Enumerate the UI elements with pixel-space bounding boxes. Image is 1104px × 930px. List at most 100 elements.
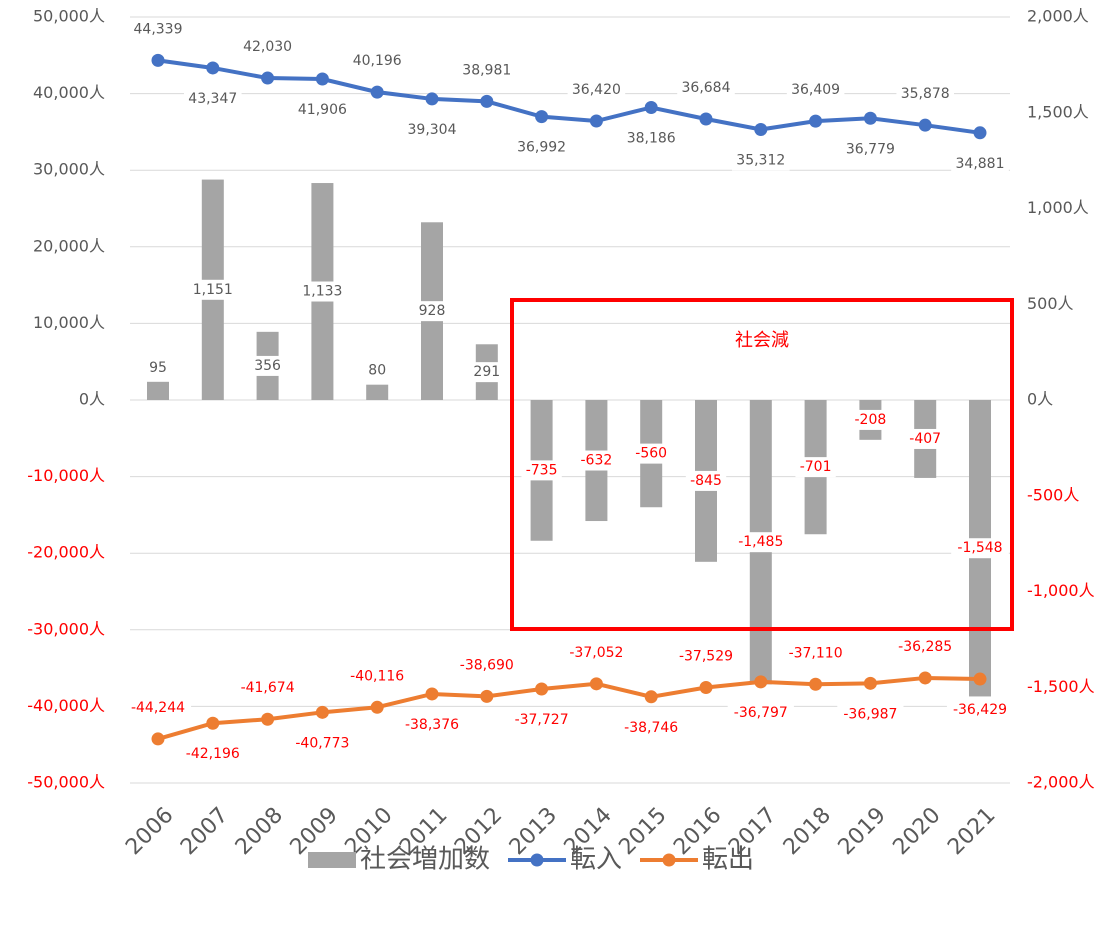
point <box>973 672 987 686</box>
data-label: -36,797 <box>727 702 794 723</box>
x-tick-label: 2013 <box>505 803 562 860</box>
data-label-bg <box>841 139 900 160</box>
data-label: -44,244 <box>124 697 192 718</box>
point <box>206 61 220 75</box>
data-label-text: -560 <box>635 446 667 462</box>
point <box>754 675 768 689</box>
data-label-text: 34,881 <box>956 156 1005 172</box>
data-label-text: 38,186 <box>627 130 676 146</box>
data-label-bg <box>188 279 238 300</box>
point <box>206 716 220 730</box>
y-tick-label: 30,000人 <box>33 160 105 179</box>
x-tick-label: 2006 <box>121 803 178 860</box>
data-label-text: -407 <box>909 431 941 447</box>
data-label-bg <box>365 360 389 381</box>
data-label-text: -44,244 <box>131 700 185 716</box>
x-tick-label: 2008 <box>231 803 288 860</box>
data-label: 356 <box>251 355 284 376</box>
point <box>370 700 384 714</box>
y2-tick-label: 1,500人 <box>1027 102 1089 121</box>
data-label: 1,151 <box>188 279 238 300</box>
data-label: 38,186 <box>622 128 680 149</box>
point <box>151 732 165 746</box>
data-label: -37,727 <box>508 709 575 730</box>
data-label-bg <box>631 443 672 464</box>
point <box>535 682 549 696</box>
point <box>535 110 549 124</box>
data-label-text: 38,981 <box>462 62 511 78</box>
data-label-bg <box>951 538 1009 559</box>
point <box>973 126 987 140</box>
data-label-bg <box>403 119 461 140</box>
data-label-text: -632 <box>581 453 613 469</box>
data-label: -40,116 <box>344 666 411 687</box>
data-label: 36,420 <box>567 80 626 101</box>
y-tick-label: 20,000人 <box>33 236 105 255</box>
data-label: 36,992 <box>512 137 571 158</box>
data-label-text: -38,746 <box>624 720 678 736</box>
data-label: -845 <box>685 470 727 491</box>
data-label-text: 41,906 <box>298 102 347 118</box>
data-label: 44,339 <box>129 19 187 40</box>
data-label-bg <box>289 733 356 754</box>
data-label-bg <box>905 428 946 449</box>
y2-tick-label: -1,500人 <box>1027 677 1095 696</box>
data-label-text: 1,151 <box>193 282 233 298</box>
data-label-text: -701 <box>800 459 832 475</box>
point <box>918 671 932 685</box>
data-label-bg <box>124 697 192 718</box>
data-label-bg <box>453 655 520 676</box>
bar <box>366 384 389 400</box>
data-label-text: -36,797 <box>734 705 788 721</box>
data-label: -38,690 <box>453 655 520 676</box>
data-label: 39,304 <box>403 119 461 140</box>
data-label-text: -37,727 <box>515 712 569 728</box>
data-label: 36,779 <box>841 139 900 160</box>
y2-tick-label: 500人 <box>1027 294 1074 313</box>
data-label: -38,376 <box>398 714 466 735</box>
data-label-text: -735 <box>526 462 558 478</box>
data-label-bg <box>850 409 891 430</box>
point <box>754 123 768 137</box>
point <box>425 92 439 106</box>
y2-tick-label: -1,000人 <box>1027 581 1095 600</box>
data-label: -40,773 <box>289 733 356 754</box>
point <box>261 712 275 726</box>
y2-tick-label: 0人 <box>1027 390 1053 409</box>
data-label-bg <box>786 80 845 101</box>
data-label-text: 36,992 <box>517 140 566 156</box>
data-label-bg <box>951 153 1009 174</box>
data-label: -36,429 <box>946 700 1014 721</box>
data-label-bg <box>344 666 411 687</box>
point <box>480 94 494 108</box>
data-label-text: -38,690 <box>460 657 514 673</box>
data-label-bg <box>795 457 836 478</box>
data-label: 35,312 <box>732 150 790 171</box>
data-label-text: 1,133 <box>302 284 342 300</box>
point <box>699 680 713 694</box>
data-label-bg <box>892 636 959 657</box>
data-label-text: -208 <box>855 412 887 428</box>
data-label-text: 40,196 <box>353 53 402 69</box>
point <box>151 53 165 67</box>
data-label-text: 35,878 <box>901 86 950 102</box>
data-label: 34,881 <box>951 153 1009 174</box>
y-tick-label: 10,000人 <box>33 313 105 332</box>
data-label-bg <box>470 362 503 383</box>
point <box>425 687 439 701</box>
point <box>261 71 275 85</box>
data-label-text: 356 <box>254 358 281 374</box>
data-label-text: -40,773 <box>295 735 349 751</box>
y2-tick-label: 1,000人 <box>1027 198 1089 217</box>
y-tick-label: -20,000人 <box>27 543 105 562</box>
data-label: -632 <box>576 450 617 471</box>
data-label: -208 <box>850 409 891 430</box>
data-label-bg <box>348 51 406 72</box>
legend-swatch <box>308 852 356 868</box>
data-label: 95 <box>146 357 170 378</box>
y2-tick-label: -2,000人 <box>1027 773 1095 792</box>
point <box>699 112 713 126</box>
data-label: -407 <box>905 428 946 449</box>
data-label: -37,052 <box>563 642 630 663</box>
line <box>157 58 981 135</box>
